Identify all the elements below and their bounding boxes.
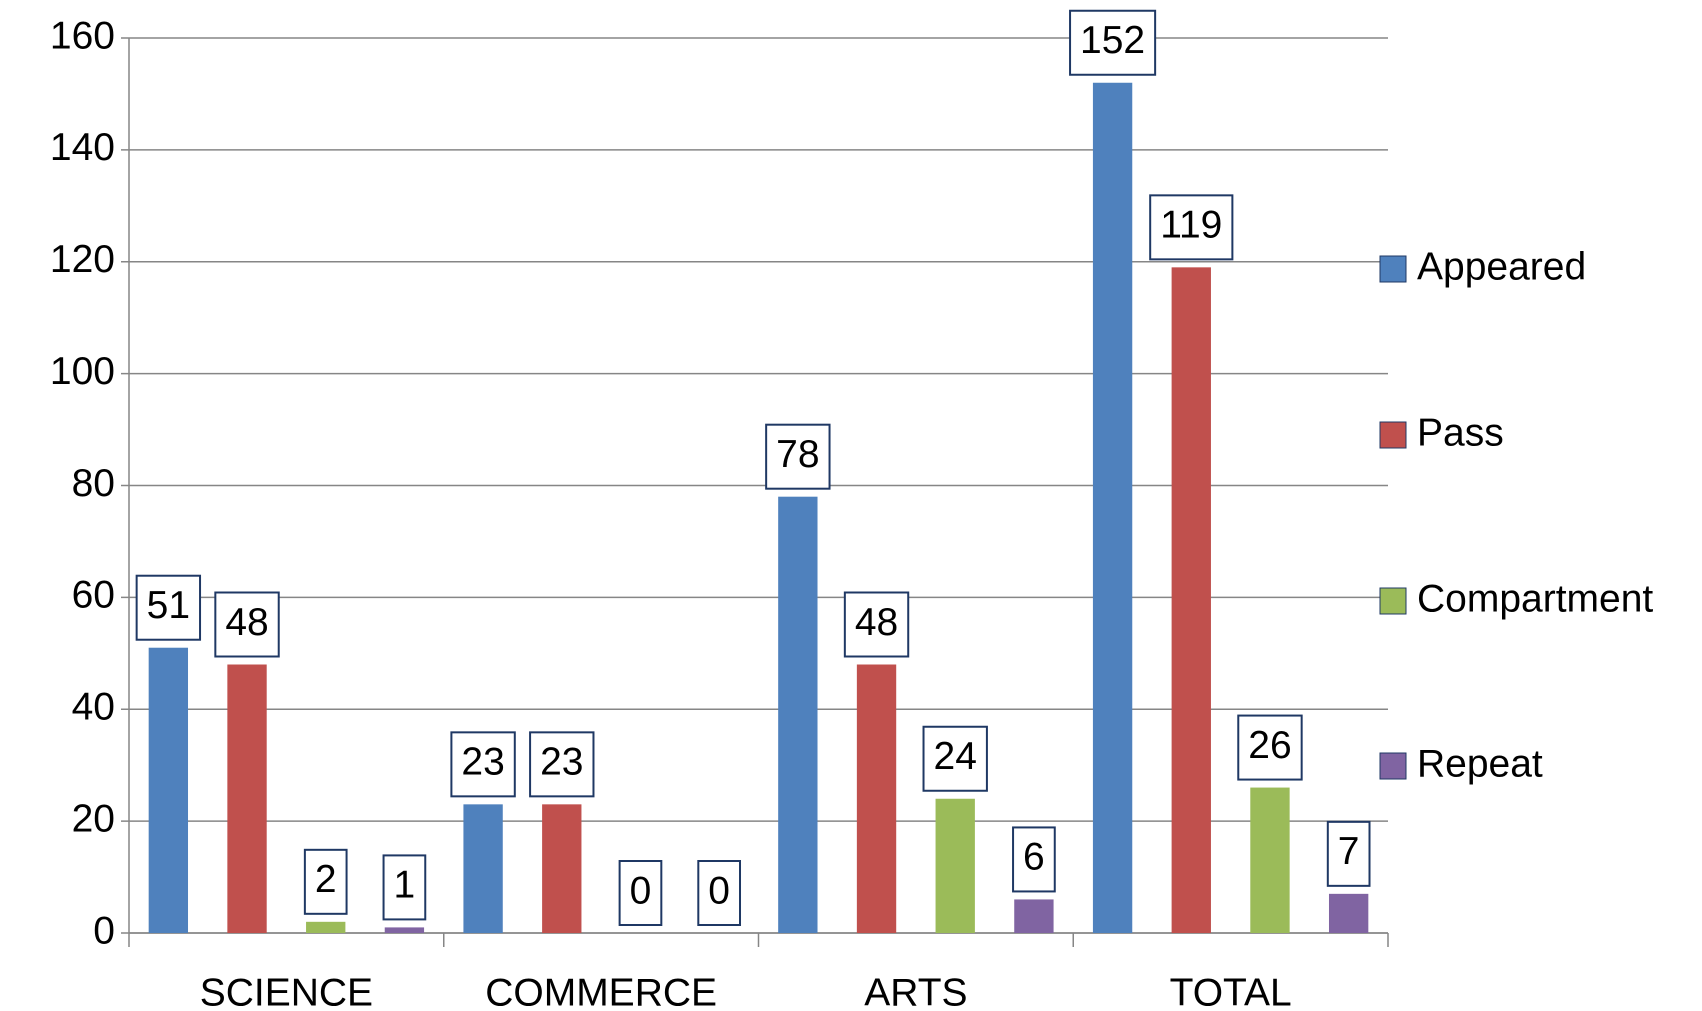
data-label: 26 (1248, 724, 1291, 767)
bar (148, 647, 189, 933)
y-tick-label: 40 (72, 686, 115, 729)
legend-label: Appeared (1417, 245, 1586, 288)
bar (1014, 899, 1054, 933)
data-label: 0 (630, 869, 652, 912)
bar (856, 664, 897, 933)
bar (542, 804, 582, 933)
legend-swatch (1379, 752, 1407, 780)
legend-label: Compartment (1417, 577, 1653, 620)
x-tick-label: SCIENCE (200, 971, 373, 1011)
data-label-box (1326, 820, 1371, 887)
data-label-box (1149, 194, 1234, 261)
data-label-box (1237, 714, 1303, 781)
bar (1171, 267, 1211, 933)
data-label-box (135, 574, 202, 641)
y-tick-label: 120 (50, 238, 115, 281)
data-label: 152 (1080, 19, 1145, 62)
data-label: 2 (315, 858, 337, 901)
y-tick-label: 140 (50, 126, 115, 169)
data-label: 23 (540, 741, 583, 784)
bar (1250, 787, 1290, 933)
data-label: 0 (708, 869, 730, 912)
y-tick-label: 160 (50, 14, 115, 57)
bar (1328, 893, 1369, 933)
data-label-box (765, 423, 831, 490)
data-label-box (450, 731, 516, 798)
data-label-box (618, 860, 663, 926)
data-label: 48 (855, 601, 898, 644)
data-label-box (697, 860, 742, 926)
bar (227, 664, 267, 933)
data-label-box (843, 591, 910, 658)
legend-swatch (1379, 421, 1407, 449)
bar (935, 798, 975, 933)
y-tick-label: 0 (93, 909, 115, 952)
legend-swatch (1379, 255, 1407, 283)
data-label-box (1069, 9, 1157, 76)
data-label: 51 (147, 584, 190, 627)
data-label-box (922, 725, 988, 792)
bar (384, 927, 425, 933)
data-label: 24 (934, 735, 977, 778)
bar (1092, 82, 1133, 933)
data-label-box (214, 591, 280, 658)
y-tick-label: 60 (72, 574, 115, 617)
bar (306, 921, 346, 933)
y-tick-label: 20 (72, 797, 115, 840)
legend-swatch (1379, 587, 1407, 615)
data-label: 6 (1023, 836, 1045, 879)
data-label: 78 (776, 433, 819, 476)
data-label: 23 (461, 741, 504, 784)
data-label-box (382, 854, 427, 921)
data-label-box (1012, 826, 1056, 893)
bar (778, 496, 818, 933)
x-tick-label: ARTS (864, 971, 967, 1011)
data-label: 1 (394, 864, 416, 907)
legend-label: Pass (1417, 411, 1504, 454)
data-label: 48 (225, 601, 268, 644)
data-label-box (529, 731, 595, 798)
legend-label: Repeat (1417, 742, 1543, 785)
y-tick-label: 100 (50, 350, 115, 393)
data-label: 7 (1338, 830, 1360, 873)
data-label: 119 (1160, 204, 1222, 247)
data-label-box (303, 848, 348, 915)
bar (463, 804, 503, 933)
y-tick-label: 80 (72, 462, 115, 505)
x-tick-label: TOTAL (1170, 971, 1292, 1011)
x-tick-label: COMMERCE (485, 971, 717, 1011)
